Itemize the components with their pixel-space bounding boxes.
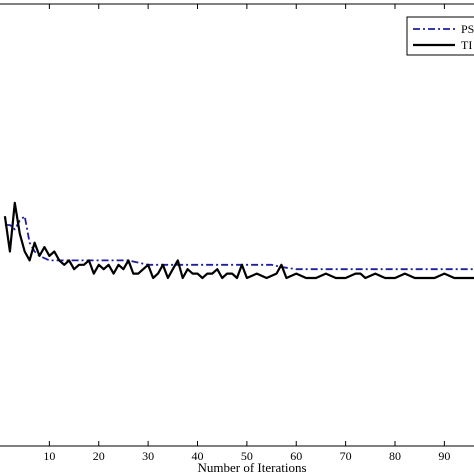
series-line-ti xyxy=(3,201,474,280)
x-tick-label: 20 xyxy=(93,449,105,463)
x-tick-label: 50 xyxy=(241,449,253,463)
legend-label-ps: PS xyxy=(461,22,474,36)
x-tick-label: 90 xyxy=(438,449,450,463)
x-tick-label: 40 xyxy=(192,449,204,463)
series-line-ps xyxy=(4,215,474,271)
legend: PS TI xyxy=(406,16,474,56)
x-tick-label: 70 xyxy=(340,449,352,463)
legend-label-ti: TI xyxy=(461,38,472,52)
x-axis-label: Number of Iterations xyxy=(197,460,306,474)
x-tick-label: 30 xyxy=(142,449,154,463)
plot-frame xyxy=(0,3,474,447)
series-layer xyxy=(3,201,474,280)
x-tick-label: 10 xyxy=(43,449,55,463)
x-tick-label: 80 xyxy=(389,449,401,463)
x-tick-label: 60 xyxy=(290,449,302,463)
legend-box xyxy=(406,16,474,56)
x-axis-ticks: 10 20 30 40 50 60 70 80 90 xyxy=(43,4,450,463)
